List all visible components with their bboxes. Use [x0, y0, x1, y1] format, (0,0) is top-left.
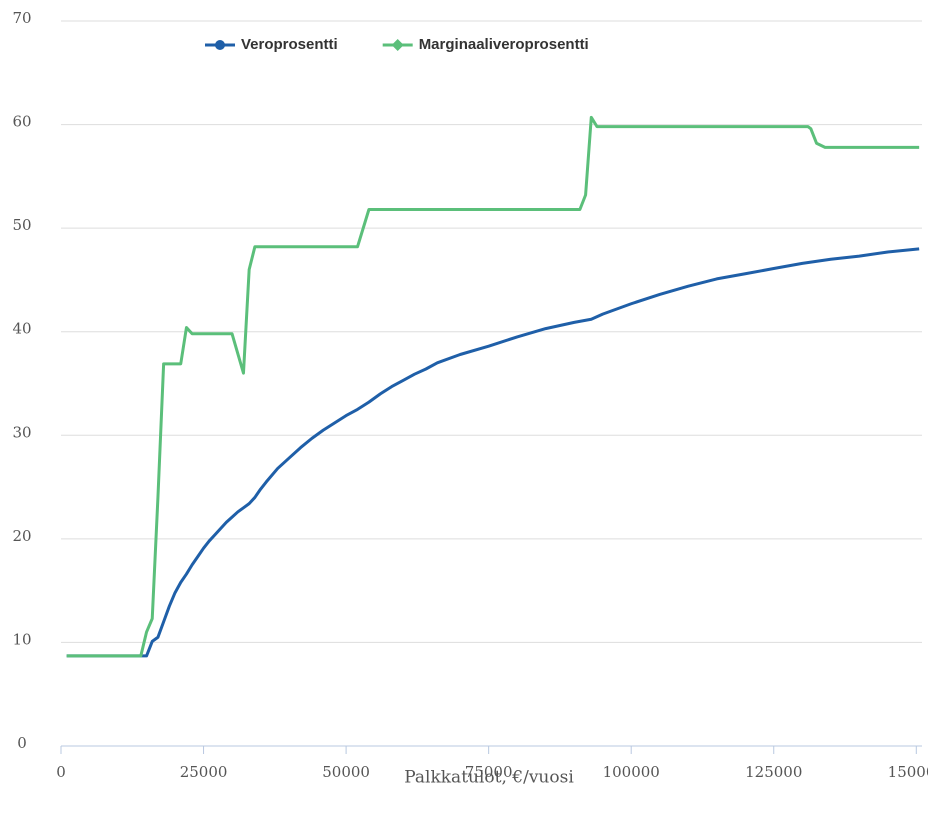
x-tick-label: 75000 — [465, 763, 513, 781]
x-tick-label: 50000 — [322, 763, 370, 781]
legend-marker — [391, 39, 404, 51]
legend-label: Veroprosentti — [241, 36, 338, 53]
series-line — [66, 115, 920, 658]
series-line — [66, 247, 920, 658]
x-tick-label: 0 — [56, 763, 66, 781]
x-tick-label: 100000 — [603, 763, 660, 781]
x-axis-label: Palkkatulot, €/vuosi — [404, 768, 574, 788]
y-tick-label: 40 — [12, 320, 31, 338]
x-tick-label: 25000 — [180, 763, 228, 781]
y-tick-label: 10 — [12, 630, 31, 648]
y-tick-label: 0 — [17, 734, 27, 752]
y-tick-label: 30 — [12, 423, 31, 441]
x-tick-label: 150000 — [888, 763, 928, 781]
x-tick-label: 125000 — [745, 763, 802, 781]
legend-label: Marginaaliveroprosentti — [419, 36, 589, 53]
y-tick-label: 70 — [12, 9, 31, 27]
y-tick-label: 50 — [12, 216, 31, 234]
y-tick-label: 20 — [12, 527, 31, 545]
legend-marker — [215, 40, 225, 50]
y-tick-label: 60 — [12, 113, 31, 131]
